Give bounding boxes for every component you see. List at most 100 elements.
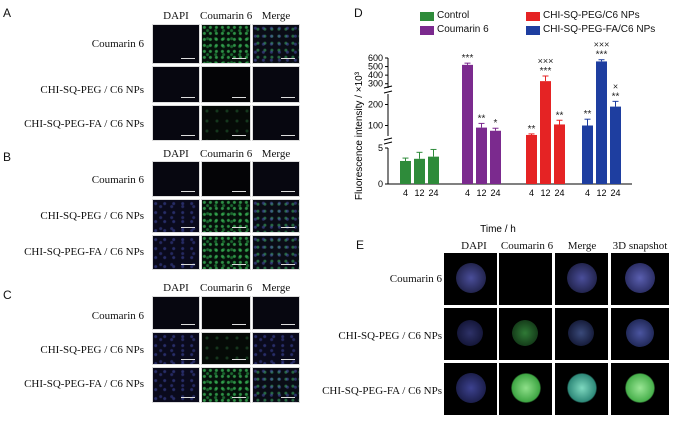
row-label-chi-sq-peg-fa: CHI-SQ-PEG-FA / C6 NPs [24, 118, 144, 130]
col-header-coumarin6: Coumarin 6 [500, 240, 554, 252]
spheroid-image [555, 363, 608, 415]
micrograph [152, 235, 200, 270]
col-header-coumarin6: Coumarin 6 [200, 148, 253, 160]
significance-marker: *** [540, 66, 552, 77]
x-tick-label: 12 [414, 188, 424, 198]
bar-coumarin-6-24h [490, 130, 501, 184]
spheroid-image [499, 308, 552, 360]
x-tick-label: 12 [596, 188, 606, 198]
micrograph [201, 105, 251, 141]
axis-break-mark [383, 137, 393, 141]
scale-bar [232, 58, 246, 59]
micrograph [201, 24, 251, 64]
scale-bar [281, 324, 295, 325]
scale-bar [281, 397, 295, 398]
x-tick-label: 4 [585, 188, 590, 198]
y-tick-label: 300 [368, 79, 383, 89]
scale-bar [181, 359, 195, 360]
spheroid-image [555, 308, 608, 360]
scale-bar [232, 264, 246, 265]
col-header-merge: Merge [261, 282, 291, 294]
micrograph [152, 296, 200, 330]
y-tick-label: 500 [368, 62, 383, 72]
scale-bar [281, 58, 295, 59]
row-label-chi-sq-peg-fa: CHI-SQ-PEG-FA / C6 NPs [322, 385, 442, 397]
spheroid [568, 320, 594, 346]
scale-bar [181, 97, 195, 98]
spheroid [625, 263, 655, 293]
x-tick-label: 24 [554, 188, 564, 198]
micrograph [152, 24, 200, 64]
significance-marker-vs-free: ××× [538, 56, 554, 66]
bar-chi-sq-peg-c6-nps-12h [540, 81, 551, 184]
bar-coumarin-6-12h [476, 127, 487, 184]
col-header-merge: Merge [567, 240, 597, 252]
spheroid-image [611, 253, 669, 305]
x-tick-label: 12 [540, 188, 550, 198]
micrograph [152, 367, 200, 403]
significance-marker: ** [478, 113, 486, 124]
scale-bar [232, 397, 246, 398]
x-tick-label: 12 [476, 188, 486, 198]
y-tick-label: 100 [368, 121, 383, 131]
micrograph [252, 235, 300, 270]
spheroid-image [611, 308, 669, 360]
micrograph [152, 105, 200, 141]
spheroid-image [444, 363, 497, 415]
scale-bar [181, 191, 195, 192]
y-tick-label: 400 [368, 70, 383, 80]
significance-marker: *** [462, 53, 474, 64]
panel-letter-e: E [356, 238, 365, 252]
row-label-chi-sq-peg: CHI-SQ-PEG / C6 NPs [338, 330, 442, 342]
micrograph [252, 66, 300, 103]
x-axis-label: Time / h [480, 224, 516, 235]
x-tick-label: 4 [465, 188, 470, 198]
row-label-coumarin6: Coumarin 6 [91, 310, 144, 322]
col-header-3d-snapshot: 3D snapshot [612, 240, 668, 252]
legend-label-chi-sq-peg: CHI-SQ-PEG/C6 NPs [543, 10, 640, 21]
col-header-dapi: DAPI [163, 148, 189, 160]
micrograph [252, 161, 300, 197]
axis-break-mark [383, 141, 393, 145]
panel-letter-c: C [3, 288, 12, 302]
row-label-coumarin6: Coumarin 6 [91, 38, 144, 50]
panel-letter-b: B [3, 150, 12, 164]
bar-chi-sq-peg-fa-c6-nps-12h [596, 61, 607, 184]
x-tick-label: 4 [403, 188, 408, 198]
significance-marker: ** [612, 91, 620, 102]
micrograph [201, 235, 251, 270]
spheroid [567, 263, 597, 293]
row-label-chi-sq-peg: CHI-SQ-PEG / C6 NPs [40, 210, 144, 222]
scale-bar [232, 135, 246, 136]
micrograph [201, 161, 251, 197]
scale-bar [181, 397, 195, 398]
axis-break-mark [383, 85, 393, 89]
significance-marker: ** [584, 109, 592, 120]
scale-bar [181, 135, 195, 136]
col-header-coumarin6: Coumarin 6 [200, 10, 253, 22]
bar-chi-sq-peg-fa-c6-nps-24h [610, 106, 621, 184]
scale-bar [232, 191, 246, 192]
micrograph [152, 161, 200, 197]
spheroid [567, 373, 597, 403]
col-header-dapi: DAPI [163, 282, 189, 294]
significance-marker: ** [528, 124, 536, 135]
scale-bar [181, 324, 195, 325]
micrograph [201, 367, 251, 403]
row-label-chi-sq-peg: CHI-SQ-PEG / C6 NPs [40, 344, 144, 356]
micrograph [201, 199, 251, 233]
panel-letter-a: A [3, 6, 12, 20]
legend-label-chi-sq-peg-fa: CHI-SQ-PEG-FA/C6 NPs [543, 24, 656, 35]
legend-label-coumarin6: Coumarin 6 [437, 24, 489, 35]
y-axis-label: Fluorescence intensity / ×10³ [354, 71, 365, 200]
micrograph [152, 199, 200, 233]
y-tick-label: 5 [378, 143, 383, 153]
spheroid-image [444, 253, 497, 305]
panel-letter-d: D [354, 6, 363, 20]
micrograph [252, 105, 300, 141]
x-tick-label: 4 [529, 188, 534, 198]
significance-marker: *** [596, 50, 608, 61]
spheroid [512, 320, 538, 346]
bar-chi-sq-peg-c6-nps-4h [526, 134, 537, 184]
spheroid-image [444, 308, 497, 360]
